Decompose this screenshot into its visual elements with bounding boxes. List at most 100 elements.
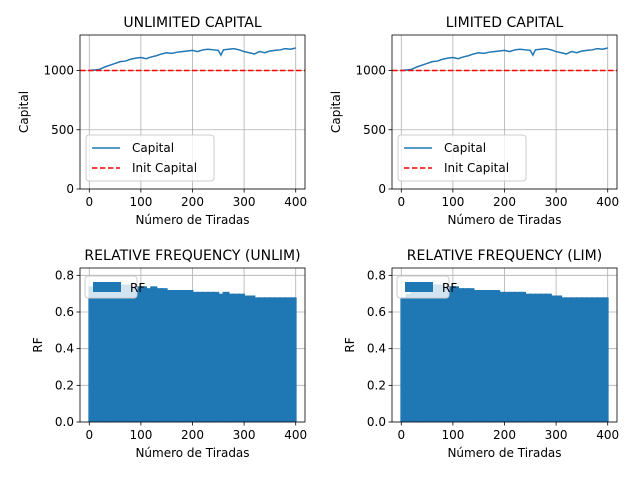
bar <box>139 286 147 422</box>
x-axis-label: Número de Tiradas <box>447 213 561 227</box>
x-tick-label: 0 <box>397 428 405 442</box>
bar <box>524 293 532 422</box>
x-axis-label: Número de Tiradas <box>447 446 561 460</box>
bar <box>160 288 168 422</box>
bar <box>93 284 101 422</box>
bar <box>601 297 609 422</box>
bar <box>238 293 246 422</box>
y-tick-label: 1000 <box>355 64 386 78</box>
y-tick-label: 0 <box>66 182 74 196</box>
x-tick-label: 400 <box>596 428 619 442</box>
x-tick-label: 400 <box>596 195 619 209</box>
bar <box>217 293 225 422</box>
bar <box>258 297 266 422</box>
data-layer <box>392 47 617 72</box>
x-tick-label: 300 <box>545 428 568 442</box>
data-layer <box>80 47 305 72</box>
x-tick-label: 0 <box>397 195 405 209</box>
y-tick-label: 0.0 <box>55 415 74 429</box>
bar <box>441 286 449 422</box>
bar <box>400 297 408 422</box>
bar <box>560 297 568 422</box>
bar <box>503 291 511 422</box>
bar <box>580 297 588 422</box>
y-axis-label: Capital <box>329 91 343 133</box>
bar <box>201 291 209 422</box>
legend-label: RF <box>130 281 145 295</box>
bar <box>124 284 132 422</box>
y-tick-label: 0.6 <box>367 305 386 319</box>
y-tick-label: 500 <box>51 123 74 137</box>
bar <box>284 297 292 422</box>
y-axis-label: RF <box>31 337 45 352</box>
x-tick-label: 200 <box>493 428 516 442</box>
legend-label: Init Capital <box>444 161 509 175</box>
bar <box>570 297 578 422</box>
bar <box>176 290 184 422</box>
bar <box>405 293 413 422</box>
bar <box>508 291 516 422</box>
x-tick-label: 200 <box>493 195 516 209</box>
bar <box>196 291 204 422</box>
bar <box>207 291 215 422</box>
bar <box>109 284 117 422</box>
capital-line <box>401 47 608 72</box>
bar <box>415 288 423 422</box>
bar <box>134 286 142 422</box>
bar <box>431 284 439 422</box>
bar <box>248 295 256 422</box>
bar <box>232 293 240 422</box>
bar <box>477 290 485 422</box>
legend-label: Init Capital <box>132 161 197 175</box>
legend-box <box>397 134 527 182</box>
bar <box>519 291 527 422</box>
x-axis-label: Número de Tiradas <box>135 446 249 460</box>
bar <box>98 282 106 422</box>
y-tick-label: 0.0 <box>367 415 386 429</box>
bar <box>591 297 599 422</box>
chart-panel-1: 0 100 200 300 400 0 500 1000 UNLIMITED CAPITAL Nú… <box>17 15 307 227</box>
bar <box>436 284 444 422</box>
bar <box>529 293 537 422</box>
bar <box>586 297 594 422</box>
y-tick-label: 0.4 <box>367 342 386 356</box>
y-tick-label: 500 <box>363 123 386 137</box>
data-layer <box>88 282 297 422</box>
legend-swatch-bar <box>93 282 121 292</box>
x-tick-label: 200 <box>181 428 204 442</box>
bar <box>472 290 480 422</box>
y-tick-label: 0.8 <box>55 268 74 282</box>
y-tick-label: 1000 <box>43 64 74 78</box>
bar <box>462 288 470 422</box>
bar <box>253 297 261 422</box>
bar <box>457 288 465 422</box>
legend-label: Capital <box>444 141 486 155</box>
x-tick-label: 100 <box>129 428 152 442</box>
legend-label: RF <box>442 281 457 295</box>
data-layer <box>400 284 609 422</box>
legend-box <box>85 134 215 182</box>
y-tick-label: 0.4 <box>55 342 74 356</box>
bar <box>274 297 282 422</box>
bar <box>488 290 496 422</box>
legend-swatch-bar <box>405 282 433 292</box>
bar <box>565 297 573 422</box>
bar <box>467 288 475 422</box>
bar <box>103 282 111 422</box>
bar <box>446 286 454 422</box>
bar <box>165 290 173 422</box>
bar <box>575 297 583 422</box>
bar <box>410 290 418 422</box>
bar <box>279 297 287 422</box>
y-axis-label: Capital <box>17 91 31 133</box>
y-tick-label: 0.2 <box>367 378 386 392</box>
x-tick-label: 400 <box>284 195 307 209</box>
y-tick-label: 0 <box>378 182 386 196</box>
chart-panel-2: 0 100 200 300 400 0 500 1000 LIMITED CAPITAL Núme… <box>329 15 619 227</box>
bar <box>155 288 163 422</box>
x-axis-label: Número de Tiradas <box>135 213 249 227</box>
bar <box>421 286 429 422</box>
bar <box>289 297 297 422</box>
chart-title: RELATIVE FREQUENCY (LIM) <box>407 248 602 264</box>
bar <box>145 288 153 422</box>
